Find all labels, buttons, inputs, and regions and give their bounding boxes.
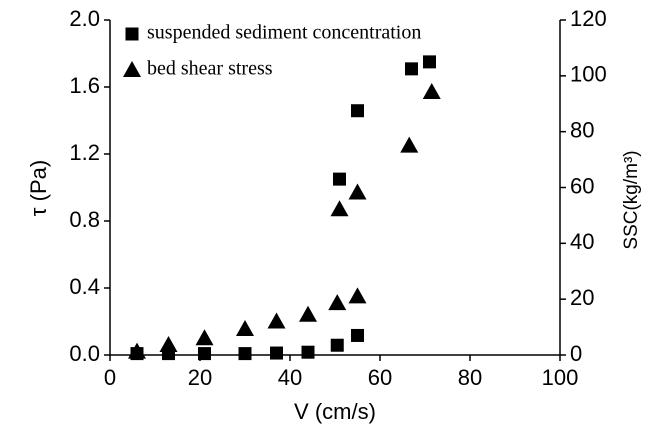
y2-axis-label: SSC(kg/m³) [621, 150, 642, 249]
point [299, 305, 317, 322]
point [330, 338, 344, 352]
y2-tick-label: 0 [570, 341, 582, 366]
y-tick-label: 0.8 [69, 207, 100, 232]
point [238, 347, 252, 361]
point [348, 183, 367, 200]
y-axis-label: τ (Pa) [26, 160, 51, 216]
point [301, 345, 315, 359]
x-tick-label: 20 [188, 365, 212, 390]
point [400, 136, 419, 153]
y-tick-label: 0.0 [69, 341, 100, 366]
point [270, 346, 283, 360]
legend-marker [125, 27, 139, 41]
x-tick-label: 100 [542, 365, 579, 390]
point [267, 312, 286, 329]
point [198, 347, 211, 361]
y-tick-label: 2.0 [69, 6, 100, 31]
y2-tick-label: 80 [570, 117, 594, 142]
point [423, 55, 436, 69]
point [405, 62, 418, 76]
legend-label: bed shear stress [147, 58, 273, 80]
point [330, 200, 349, 217]
x-tick-label: 0 [104, 365, 116, 390]
point [159, 335, 178, 352]
y2-tick-label: 60 [570, 173, 594, 198]
x-tick-label: 60 [368, 365, 392, 390]
y2-tick-label: 100 [570, 62, 607, 87]
y-tick-label: 1.6 [69, 73, 100, 98]
point [422, 83, 441, 100]
point [348, 287, 367, 304]
y2-tick-label: 120 [570, 6, 607, 31]
point [351, 104, 364, 118]
point [128, 342, 146, 359]
y-tick-label: 0.4 [69, 274, 100, 299]
point [351, 328, 364, 342]
legend-marker [123, 61, 141, 77]
x-tick-label: 40 [278, 365, 302, 390]
y2-tick-label: 20 [570, 285, 594, 310]
x-tick-label: 80 [458, 365, 482, 390]
y2-tick-label: 40 [570, 229, 594, 254]
point [236, 320, 254, 337]
x-axis-label: V (cm/s) [294, 399, 376, 424]
point [195, 329, 214, 346]
legend-label: suspended sediment concentration [147, 22, 421, 44]
point [328, 294, 347, 311]
point [333, 172, 346, 186]
y-tick-label: 1.2 [69, 140, 100, 165]
